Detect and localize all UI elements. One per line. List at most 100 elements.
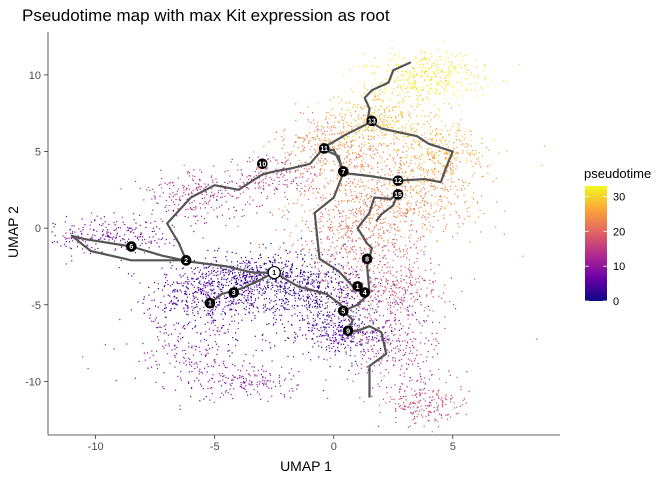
cell-point bbox=[193, 169, 195, 171]
cell-point bbox=[251, 277, 253, 279]
cell-point bbox=[374, 227, 376, 229]
cell-point bbox=[353, 215, 355, 217]
cell-point bbox=[213, 401, 215, 403]
cell-point bbox=[434, 187, 436, 189]
cell-point bbox=[417, 267, 420, 269]
cell-point bbox=[388, 340, 390, 342]
cell-point bbox=[258, 284, 260, 286]
cell-point bbox=[183, 282, 185, 284]
cell-point bbox=[204, 207, 206, 209]
cell-point bbox=[364, 316, 366, 318]
cell-point bbox=[282, 291, 284, 293]
cell-point bbox=[185, 300, 187, 302]
cell-point bbox=[266, 323, 268, 325]
cell-point bbox=[239, 193, 242, 195]
cell-point bbox=[380, 203, 382, 205]
cell-point bbox=[239, 284, 241, 286]
cell-point bbox=[232, 272, 234, 274]
cell-point bbox=[217, 278, 219, 280]
cell-point bbox=[389, 181, 391, 184]
cell-point bbox=[194, 290, 197, 293]
cell-point bbox=[211, 272, 213, 274]
cell-point bbox=[307, 198, 309, 201]
cell-point bbox=[331, 230, 333, 232]
cell-point bbox=[234, 345, 237, 347]
cell-point bbox=[191, 328, 194, 330]
cell-point bbox=[193, 231, 195, 233]
cell-point bbox=[425, 337, 427, 339]
cell-point bbox=[221, 373, 224, 375]
cell-point bbox=[339, 133, 341, 135]
cell-point bbox=[457, 232, 459, 234]
cell-point bbox=[342, 201, 344, 203]
cell-point bbox=[402, 146, 405, 148]
cell-point bbox=[336, 245, 338, 247]
cell-point bbox=[362, 136, 364, 139]
cell-point bbox=[312, 318, 314, 320]
cell-point bbox=[241, 319, 243, 321]
cell-point bbox=[307, 119, 309, 121]
cell-point bbox=[468, 390, 470, 393]
cell-point bbox=[394, 303, 396, 305]
cell-point bbox=[371, 218, 374, 220]
cell-point bbox=[456, 195, 458, 197]
cell-point bbox=[288, 308, 290, 311]
cell-point bbox=[305, 165, 307, 167]
cell-point bbox=[410, 273, 412, 275]
cell-point bbox=[199, 207, 202, 209]
cell-point bbox=[152, 188, 154, 190]
cell-point bbox=[317, 268, 319, 270]
cell-point bbox=[313, 227, 315, 229]
cell-point bbox=[184, 310, 186, 312]
cell-point bbox=[360, 147, 363, 149]
cell-point bbox=[162, 192, 164, 194]
cell-point bbox=[383, 209, 385, 211]
cell-point bbox=[203, 285, 205, 287]
cell-point bbox=[361, 254, 363, 257]
cell-point bbox=[297, 184, 299, 186]
cell-point bbox=[341, 336, 343, 338]
cell-point bbox=[392, 159, 394, 161]
cell-point bbox=[205, 339, 208, 341]
cell-point bbox=[322, 133, 324, 135]
cell-point bbox=[377, 208, 379, 210]
cell-point bbox=[81, 218, 83, 220]
cell-point bbox=[275, 309, 277, 311]
cell-point bbox=[338, 189, 340, 191]
cell-point bbox=[426, 356, 428, 358]
cell-point bbox=[265, 382, 267, 384]
cell-point bbox=[453, 181, 455, 183]
cell-point bbox=[275, 168, 277, 170]
cell-point bbox=[215, 178, 217, 180]
cell-point bbox=[200, 215, 203, 217]
cell-point bbox=[235, 302, 237, 304]
cell-point bbox=[393, 291, 395, 293]
cell-point bbox=[229, 194, 231, 196]
cell-point bbox=[422, 197, 424, 199]
cell-point bbox=[330, 339, 332, 342]
cell-point bbox=[108, 223, 110, 225]
cell-point bbox=[106, 231, 108, 233]
cell-point bbox=[264, 287, 266, 289]
cell-point bbox=[318, 345, 320, 347]
cell-point bbox=[401, 189, 403, 191]
cell-point bbox=[404, 193, 407, 195]
cell-point bbox=[442, 182, 444, 184]
cell-point bbox=[170, 309, 172, 311]
cell-point bbox=[367, 180, 369, 182]
cell-point bbox=[228, 208, 230, 210]
cell-point bbox=[267, 184, 270, 186]
cell-point bbox=[373, 344, 375, 346]
cell-point bbox=[274, 280, 276, 282]
cell-point bbox=[232, 397, 234, 400]
cell-point bbox=[363, 203, 365, 205]
cell-point bbox=[178, 283, 180, 285]
cell-point bbox=[359, 303, 361, 305]
cell-point bbox=[319, 303, 321, 305]
cell-point bbox=[217, 285, 219, 287]
cell-point bbox=[418, 214, 420, 216]
cell-point bbox=[217, 331, 219, 333]
cell-point bbox=[370, 280, 372, 282]
cell-point bbox=[361, 181, 363, 183]
cell-point bbox=[316, 328, 319, 330]
